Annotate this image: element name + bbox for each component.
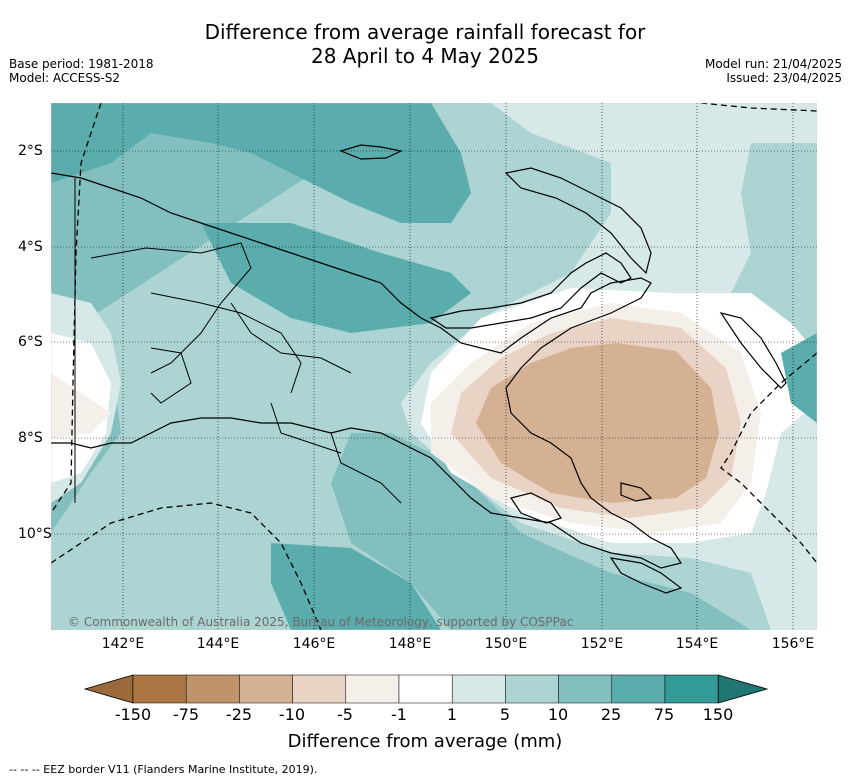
meta-left: Base period: 1981-2018 Model: ACCESS-S2 [9,57,154,85]
colorbar [84,674,768,704]
colorbar-label: -25 [225,705,253,724]
bougainville-coast [719,312,787,389]
lat-tick-10s: 10°S [18,526,52,542]
colorbar-label: 75 [653,705,675,724]
new-ireland-coast [504,167,652,275]
lon-tick-152: 152°E [580,636,624,652]
colorbar-segment [239,674,293,704]
colorbar-label: -10 [278,705,306,724]
rainfall-map: © Commonwealth of Australia 2025, Bureau… [51,103,817,630]
lon-tick-144: 144°E [196,636,240,652]
colorbar-segment [345,674,400,704]
model-run: Model run: 21/04/2025 [704,57,842,71]
colorbar-extend-high [717,674,768,704]
colorbar-label: 5 [499,705,511,724]
colorbar-label: 10 [547,705,569,724]
contour-minus-10-25 [476,343,719,503]
lat-tick-2s: 2°S [18,143,43,159]
title-line-2: 28 April to 4 May 2025 [311,44,539,68]
colorbar-segment [292,674,347,704]
new-guinea-coast [51,172,682,569]
meta-right: Model run: 21/04/2025 Issued: 23/04/2025 [705,57,842,85]
province-borders [74,178,402,504]
copyright-notice: © Commonwealth of Australia 2025, Bureau… [68,615,573,629]
lat-tick-8s: 8°S [18,430,43,446]
colorbar-label: -5 [337,705,353,724]
lon-tick-156: 156°E [771,636,815,652]
lat-tick-4s: 4°S [18,239,43,255]
issued-date: Issued: 23/04/2025 [726,71,842,85]
chart-title: Difference from average rainfall forecas… [0,20,850,68]
colorbar-segment [505,674,559,704]
colorbar-segment [558,674,613,704]
new-britain-coast [429,252,632,329]
lat-tick-6s: 6°S [18,334,43,350]
eez-footnote: -- -- -- EEZ border V11 (Flanders Marine… [9,763,318,776]
base-period: Base period: 1981-2018 [9,57,154,71]
contour-25-75 [51,103,471,223]
coastline [51,144,787,594]
contour-25-75-south [271,543,441,630]
contour-25-75-east [781,333,817,423]
lon-tick-154: 154°E [675,636,719,652]
colorbar-segment [185,674,240,704]
eez-border [51,103,817,630]
lon-tick-146: 146°E [292,636,336,652]
colorbar-extend-low [84,674,134,704]
lon-tick-150: 150°E [484,636,528,652]
lon-tick-148: 148°E [388,636,432,652]
colorbar-segment [132,674,187,704]
colorbar-label: -1 [391,705,407,724]
colorbar-segment [451,674,506,704]
colorbar-label: 1 [446,705,458,724]
colorbar-label: 25 [600,705,622,724]
colorbar-label: 150 [702,705,734,724]
colorbar-title: Difference from average (mm) [287,731,563,752]
dentrecasteaux-coast [510,492,562,524]
contour-minus-1-5-west [51,373,111,438]
lon-tick-142: 142°E [101,636,145,652]
title-line-1: Difference from average rainfall forecas… [204,20,646,44]
colorbar-segment [664,674,719,704]
graticule [51,103,817,630]
colorbar-segment [611,674,666,704]
solomons-coast [609,557,683,594]
model-name: Model: ACCESS-S2 [9,71,121,85]
colorbar-label: -75 [172,705,200,724]
colorbar-label: -150 [114,705,152,724]
manus-coast [339,144,403,160]
louisiade-coast [620,482,653,502]
colorbar-segment [398,674,453,704]
